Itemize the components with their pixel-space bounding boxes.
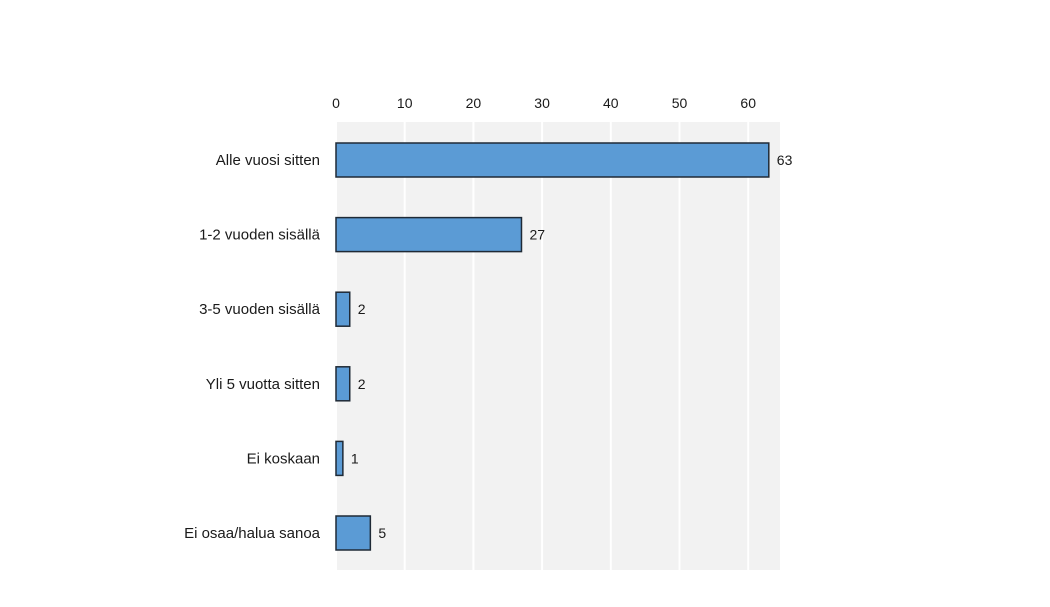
bar xyxy=(335,366,351,402)
plot-area xyxy=(336,122,780,570)
data-label: 27 xyxy=(529,227,545,243)
x-tick-label: 20 xyxy=(466,95,482,111)
data-label: 5 xyxy=(378,525,386,541)
x-axis-ticks: 0 10 20 30 40 50 60 xyxy=(332,95,756,111)
data-label: 2 xyxy=(358,301,366,317)
x-tick-label: 40 xyxy=(603,95,619,111)
category-label: 3-5 vuoden sisällä xyxy=(199,301,321,318)
bar xyxy=(335,515,372,551)
category-label: Ei koskaan xyxy=(247,450,320,467)
bar xyxy=(335,291,351,327)
category-label: 1-2 vuoden sisällä xyxy=(199,227,321,244)
data-label: 63 xyxy=(777,152,793,168)
category-labels: Alle vuosi sitten 1-2 vuoden sisällä 3-5 v… xyxy=(184,152,321,542)
data-labels: 63 27 2 2 1 5 xyxy=(351,152,793,541)
x-tick-label: 50 xyxy=(672,95,688,111)
bar xyxy=(335,216,523,253)
bars xyxy=(335,142,770,551)
x-tick-label: 30 xyxy=(534,95,550,111)
x-tick-label: 0 xyxy=(332,95,340,111)
bar xyxy=(335,142,770,178)
x-tick-label: 60 xyxy=(740,95,756,111)
bar xyxy=(335,440,344,477)
category-label: Ei osaa/halua sanoa xyxy=(184,525,321,542)
category-label: Yli 5 vuotta sitten xyxy=(206,376,320,393)
data-label: 1 xyxy=(351,450,359,466)
x-tick-label: 10 xyxy=(397,95,413,111)
plot-background xyxy=(336,122,780,570)
category-label: Alle vuosi sitten xyxy=(216,152,320,169)
gridlines xyxy=(335,122,750,570)
data-label: 2 xyxy=(358,376,366,392)
